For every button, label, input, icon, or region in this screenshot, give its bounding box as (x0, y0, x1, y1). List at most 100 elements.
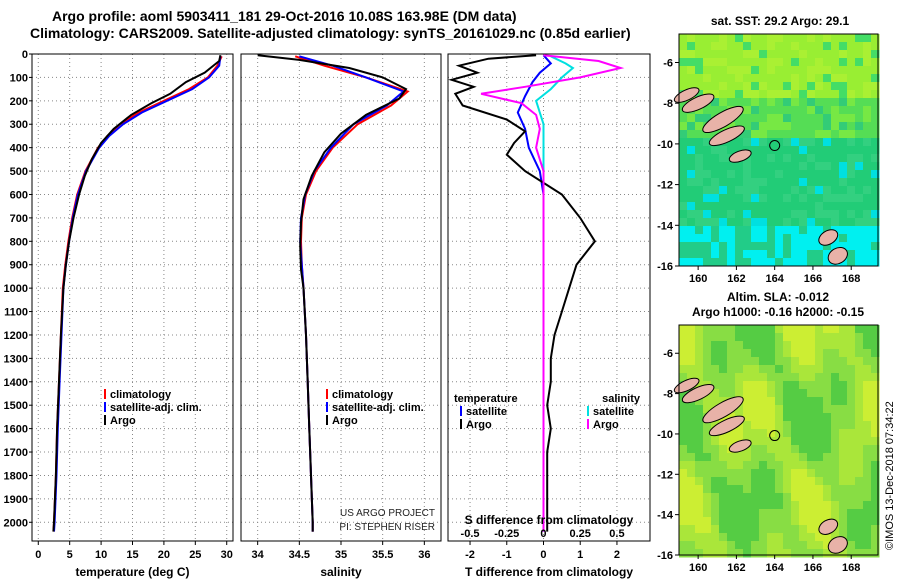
map-cell-sla_map (839, 429, 848, 438)
map-cell-sla_map (863, 485, 872, 494)
map-cell-sst_map (743, 170, 752, 179)
map-cell-sst_map (839, 34, 848, 43)
map-cell-sst_map (807, 98, 816, 107)
map-cell-sla_map (807, 453, 816, 462)
map-cell-sst_map (791, 50, 800, 59)
map-cell-sla_map (735, 549, 744, 558)
map-cell-sst_map (847, 234, 856, 243)
map-cell-sst_map (711, 90, 720, 99)
map-cell-sla_map (703, 445, 712, 454)
map-cell-sla_map (727, 325, 736, 334)
map-cell-sla_map (711, 549, 720, 558)
map-cell-sla_map (735, 349, 744, 358)
map-cell-sst_map (847, 98, 856, 107)
map-cell-sst_map (775, 226, 784, 235)
map-cell-sla_map (839, 341, 848, 350)
map-cell-sst_map (823, 138, 832, 147)
map-cell-sst_map (799, 58, 808, 67)
map-xtick-label-sst_map-3: 166 (804, 273, 822, 285)
map-cell-sst_map (799, 226, 808, 235)
map-cell-sla_map (807, 381, 816, 390)
map-cell-sst_map (727, 66, 736, 75)
ytick-label-8: 800 (10, 236, 28, 248)
map-cell-sla_map (855, 493, 864, 502)
map-cell-sst_map (831, 122, 840, 131)
map-cell-sla_map (743, 357, 752, 366)
map-cell-sst_map (735, 234, 744, 243)
island-sst_map-2 (708, 125, 745, 147)
legend-right-label-1: Argo (593, 419, 619, 431)
map-cell-sst_map (831, 74, 840, 83)
map-cell-sla_map (815, 533, 824, 542)
map-cell-sst_map (775, 258, 784, 267)
map-cell-sst_map (855, 154, 864, 163)
map-cell-sst_map (751, 210, 760, 219)
map-cell-sst_map (839, 82, 848, 91)
map-cell-sst_map (775, 106, 784, 115)
map-cell-sla_map (711, 325, 720, 334)
map-cell-sst_map (807, 114, 816, 123)
map-cell-sla_map (839, 421, 848, 430)
map-cell-sla_map (847, 325, 856, 334)
map-cell-sla_map (679, 389, 688, 398)
map-cell-sla_map (703, 333, 712, 342)
map-cell-sst_map (695, 146, 704, 155)
map-cell-sst_map (831, 98, 840, 107)
map-ytick-label-sst_map-2: -10 (657, 139, 673, 151)
map-cell-sst_map (679, 162, 688, 171)
map-cell-sla_map (823, 461, 832, 470)
map-cell-sst_map (815, 226, 824, 235)
map-cell-sst_map (863, 218, 872, 227)
map-cell-sla_map (791, 397, 800, 406)
map-cell-sst_map (775, 242, 784, 251)
map-cell-sst_map (871, 50, 880, 59)
map-cell-sst_map (823, 98, 832, 107)
map-cell-sst_map (847, 146, 856, 155)
map-cell-sst_map (863, 154, 872, 163)
map-cell-sst_map (743, 178, 752, 187)
map-cell-sla_map (823, 469, 832, 478)
map-cell-sla_map (759, 325, 768, 334)
map-cell-sst_map (839, 90, 848, 99)
map-cell-sst_map (767, 106, 776, 115)
map-cell-sst_map (783, 250, 792, 259)
map-cell-sla_map (807, 501, 816, 510)
map-cell-sst_map (759, 242, 768, 251)
map-cell-sst_map (767, 66, 776, 75)
map-cell-sla_map (847, 333, 856, 342)
map-cell-sla_map (751, 373, 760, 382)
map-cell-sst_map (743, 242, 752, 251)
map-cell-sla_map (799, 349, 808, 358)
map-cell-sla_map (815, 381, 824, 390)
map-cell-sst_map (703, 74, 712, 83)
map-cell-sst_map (775, 50, 784, 59)
map-cell-sla_map (815, 421, 824, 430)
map-cell-sla_map (791, 525, 800, 534)
map-cell-sla_map (775, 493, 784, 502)
map-cell-sla_map (791, 349, 800, 358)
map-cell-sst_map (735, 186, 744, 195)
map-cell-sst_map (727, 186, 736, 195)
map-cell-sla_map (823, 509, 832, 518)
map-cell-sla_map (767, 469, 776, 478)
map-cell-sst_map (783, 218, 792, 227)
map-cell-sst_map (783, 130, 792, 139)
map-cell-sla_map (751, 389, 760, 398)
map-cell-sst_map (727, 258, 736, 267)
map-cell-sst_map (751, 58, 760, 67)
map-cell-sla_map (847, 349, 856, 358)
map-cell-sst_map (799, 50, 808, 59)
map-cell-sst_map (695, 50, 704, 59)
map-cell-sst_map (775, 194, 784, 203)
map-cell-sst_map (855, 66, 864, 75)
map-cell-sst_map (871, 42, 880, 51)
map-cell-sla_map (719, 365, 728, 374)
map-cell-sst_map (695, 138, 704, 147)
map-cell-sst_map (839, 170, 848, 179)
map-cell-sst_map (679, 74, 688, 83)
island-sst_map-3 (728, 149, 752, 163)
map-cell-sla_map (815, 349, 824, 358)
map-cell-sst_map (679, 98, 688, 107)
map-cell-sla_map (855, 445, 864, 454)
map-cell-sst_map (871, 90, 880, 99)
